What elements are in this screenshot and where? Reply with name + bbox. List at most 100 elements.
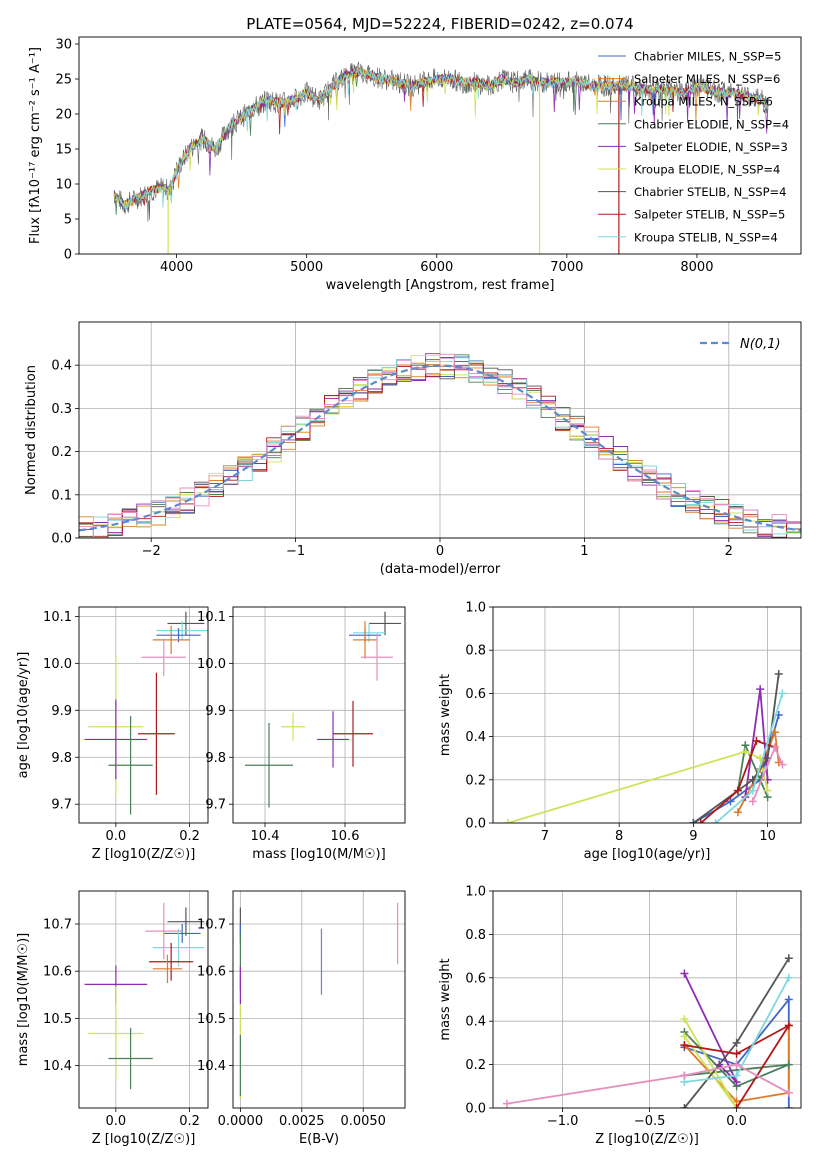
y-tick-label: 10.0 [197, 657, 226, 672]
x-tick-label: −2 [142, 544, 161, 559]
x-tick-label: 1 [580, 544, 588, 559]
x-tick-label: 10.4 [251, 829, 280, 844]
y-axis-label: mass [log10(M/M☉)] [16, 933, 31, 1066]
x-tick-label: 2 [725, 544, 733, 559]
x-axis-label: mass [log10(M/M☉)] [252, 847, 385, 862]
weight-marker [680, 1071, 689, 1080]
x-axis-label: E(B-V) [299, 1132, 339, 1147]
y-tick-label: 0.6 [465, 971, 486, 986]
axes-frame [78, 606, 209, 824]
x-axis-label: age [log10(age/yr)] [584, 847, 711, 862]
legend-label: Salpeter MILES, N_SSP=6 [634, 72, 780, 86]
y-tick-label: 10.7 [197, 918, 226, 933]
weight-marker [680, 1032, 689, 1041]
weight-marker [732, 1071, 741, 1080]
residuals-panel: −2 −1 0 1 2 0.0 0.1 0.2 0.3 0.4 (data-model)/error… [24, 321, 802, 577]
y-tick-label: 9.7 [51, 798, 72, 813]
spectrum-panel: 4000 5000 6000 7000 8000 0 5 10 15 20 25 30 waveleng… [28, 15, 802, 293]
x-tick-label: 10.6 [331, 829, 360, 844]
axes-frame [78, 890, 209, 1109]
weight-marker [763, 786, 772, 795]
weight-marker [778, 760, 787, 769]
y-tick-label: 25 [55, 73, 72, 88]
y-tick-label: 5 [64, 213, 72, 228]
weight-marker [680, 1015, 689, 1024]
y-tick-label: 0.4 [465, 730, 486, 745]
legend-label: Chabrier MILES, N_SSP=5 [634, 50, 781, 64]
y-tick-label: 10.1 [43, 610, 72, 625]
y-tick-label: 0.2 [465, 1058, 486, 1073]
y-tick-label: 0.2 [51, 445, 72, 460]
x-tick-label: 0.0 [726, 1114, 747, 1129]
y-tick-label: 9.9 [51, 704, 72, 719]
axes-frame [78, 321, 802, 539]
mass_vs_ebv-panel: 0.0000 0.0025 0.0050 10.4 10.5 10.6 10.7 E(B-V) [197, 890, 406, 1147]
x-tick-label: 0.0000 [218, 1114, 264, 1129]
y-tick-label: 0.6 [465, 687, 486, 702]
y-axis-label: mass weight [438, 958, 453, 1040]
y-tick-label: 0.0 [465, 817, 486, 832]
legend: Chabrier MILES, N_SSP=5 Salpeter MILES, N… [598, 50, 789, 244]
y-tick-label: 0.3 [51, 402, 72, 417]
y-tick-label: 0.4 [51, 359, 72, 374]
y-axis-label: Normed distribution [24, 365, 39, 495]
axes-frame [232, 890, 406, 1109]
y-tick-label: 0.8 [465, 928, 486, 943]
x-tick-label: 5000 [290, 260, 323, 275]
y-axis-label: mass weight [438, 674, 453, 756]
x-tick-label: 0.0050 [340, 1114, 386, 1129]
axes-frame [232, 606, 406, 824]
y-tick-label: 9.9 [205, 704, 226, 719]
weight-series [684, 1023, 792, 1108]
mass_vs_Z-plot-area [84, 902, 205, 1090]
x-tick-label: −1 [286, 544, 305, 559]
weight-marker [680, 1041, 689, 1050]
y-tick-label: 20 [55, 108, 72, 123]
y-tick-label: 10.1 [197, 610, 226, 625]
weight-marker [784, 973, 793, 982]
x-tick-label: −0.5 [634, 1114, 666, 1129]
weight-marker [680, 969, 689, 978]
y-tick-label: 0.1 [51, 488, 72, 503]
y-tick-label: 10 [55, 178, 72, 193]
weight-marker [733, 786, 742, 795]
residuals-plot-area [79, 353, 801, 538]
x-axis-label: wavelength [Angstrom, rest frame] [326, 278, 555, 293]
y-tick-label: 0.2 [465, 773, 486, 788]
weight-series [506, 1063, 790, 1105]
y-tick-label: 10.6 [197, 965, 226, 980]
y-tick-label: 9.7 [205, 798, 226, 813]
x-tick-label: 0.2 [179, 1114, 200, 1129]
x-axis-label: Z [log10(Z/Z☉)] [92, 1132, 196, 1147]
legend-label: Chabrier ELODIE, N_SSP=4 [634, 117, 789, 131]
y-tick-label: 10.7 [43, 918, 72, 933]
weight-marker [748, 797, 757, 806]
weight_vs_Z-plot-area [502, 954, 793, 1108]
legend-label: Kroupa MILES, N_SSP=6 [634, 95, 773, 109]
y-tick-label: 10.4 [197, 1059, 226, 1074]
legend-label: Salpeter ELODIE, N_SSP=3 [634, 140, 788, 154]
y-tick-label: 10.4 [43, 1059, 72, 1074]
mass_vs_Z-panel: 0.0 0.2 10.4 10.5 10.6 10.7 Z [log10(Z/Z☉)] mas… [16, 890, 209, 1147]
x-axis-label: Z [log10(Z/Z☉)] [595, 1132, 699, 1147]
x-tick-label: 8 [615, 829, 623, 844]
legend-label: N(0,1) [740, 337, 781, 352]
weight-marker [733, 808, 742, 817]
chart-title: PLATE=0564, MJD=52224, FIBERID=0242, z=0… [246, 15, 633, 33]
y-tick-label: 10.5 [43, 1012, 72, 1027]
x-tick-label: 0.2 [179, 829, 200, 844]
histogram-series [79, 353, 801, 535]
x-tick-label: 0.0025 [279, 1114, 325, 1129]
y-tick-label: 1.0 [465, 601, 486, 616]
weight-series [683, 1031, 790, 1088]
spectrum-plot-area [113, 61, 769, 254]
weight-marker [774, 669, 783, 678]
axes-frame [492, 606, 802, 824]
weight-marker [732, 1038, 741, 1047]
x-axis-label: Z [log10(Z/Z☉)] [92, 847, 196, 862]
weight-series [700, 739, 776, 823]
weight-marker [696, 819, 705, 823]
axes-frame [78, 36, 802, 255]
weight-marker [771, 728, 780, 737]
gaussian-curve [79, 364, 801, 532]
